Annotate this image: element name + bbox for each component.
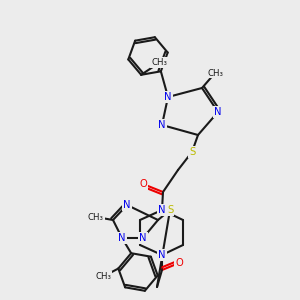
Text: CH₃: CH₃	[95, 272, 111, 281]
Text: N: N	[123, 200, 131, 210]
Text: CH₃: CH₃	[88, 212, 104, 221]
Text: N: N	[158, 250, 166, 260]
Text: CH₃: CH₃	[151, 58, 167, 67]
Text: N: N	[164, 92, 172, 102]
Text: N: N	[214, 107, 222, 117]
Text: N: N	[139, 233, 147, 243]
Text: S: S	[189, 147, 195, 157]
Text: N: N	[158, 205, 166, 215]
Text: CH₃: CH₃	[207, 68, 223, 77]
Text: S: S	[167, 205, 173, 215]
Text: N: N	[118, 233, 126, 243]
Text: N: N	[158, 120, 166, 130]
Text: O: O	[139, 179, 147, 189]
Text: O: O	[175, 258, 183, 268]
